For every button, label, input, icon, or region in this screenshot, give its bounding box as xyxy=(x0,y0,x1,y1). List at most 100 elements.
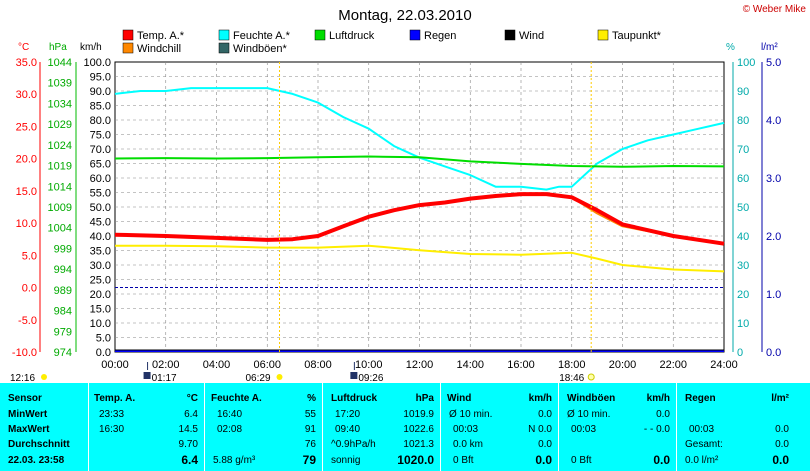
temp-tick-label: 5.0 xyxy=(22,250,37,262)
speed-tick-label: 0.0 xyxy=(96,347,111,359)
humidity-max-time: 02:08 xyxy=(217,424,243,435)
wind-min-value: 0.0 xyxy=(538,409,552,420)
pressure-tick-label: 1009 xyxy=(48,202,72,214)
axis-labels: °C hPa km/h% l/m² -10.0 -5.0 0.0 5.0 10.0 15.0 20.… xyxy=(12,42,781,371)
wind-max-value: N 0.0 xyxy=(528,424,552,435)
humidity-current-value: 79 xyxy=(302,453,316,467)
legend-swatch xyxy=(218,29,230,41)
pressure-avg-value: 1021.3 xyxy=(403,439,434,450)
speed-tick-label: 85.0 xyxy=(90,101,111,113)
wind-header: Wind xyxy=(447,393,472,404)
temp-tick-label: -10.0 xyxy=(12,347,37,359)
temp-max-time: 16:30 xyxy=(99,424,125,435)
x-tick-label: 06:00 xyxy=(253,359,281,371)
rain-total-label: Gesamt: xyxy=(685,439,723,450)
time-left-label: 12:16 xyxy=(10,373,35,382)
speed-tick-label: 65.0 xyxy=(90,159,111,171)
pressure-tick-label: 974 xyxy=(54,347,72,359)
temp-current-value: 6.4 xyxy=(181,453,198,467)
speed-axis-title: km/h xyxy=(80,42,102,53)
pressure-tick-label: 999 xyxy=(54,243,72,255)
humidity-tick-label: 30 xyxy=(737,260,749,272)
speed-tick-label: 80.0 xyxy=(90,115,111,127)
legend-swatch xyxy=(122,42,134,54)
speed-tick-label: 35.0 xyxy=(90,246,111,258)
legend-label: Windböen* xyxy=(233,43,288,55)
temp-tick-label: 35.0 xyxy=(16,57,37,69)
humidity-max-value: 91 xyxy=(304,424,316,435)
min-label: MinWert xyxy=(8,409,48,420)
gust-min-label: Ø 10 min. xyxy=(567,409,611,420)
rain-max-value: 0.0 xyxy=(775,424,789,435)
humidity-tick-label: 60 xyxy=(737,173,749,185)
legend-swatch xyxy=(122,29,134,41)
wind-max-time: 00:03 xyxy=(453,424,479,435)
sun-moon-times: 12:16 01:17 06:29 09:26 18:46 xyxy=(10,62,595,382)
legend-swatch xyxy=(409,29,421,41)
humidity-avg-value: 76 xyxy=(304,439,316,450)
sun-icon xyxy=(276,374,283,380)
speed-tick-label: 70.0 xyxy=(90,144,111,156)
moon-icon xyxy=(350,372,358,379)
humidity-axis-title: % xyxy=(726,42,735,53)
temp-tick-label: 10.0 xyxy=(16,218,37,230)
legend-label: Luftdruck xyxy=(329,30,375,42)
sunrise-time: 06:29 xyxy=(246,373,271,382)
series-feuchte-a xyxy=(114,87,725,191)
x-tick-label: 00:00 xyxy=(101,359,129,371)
speed-tick-label: 20.0 xyxy=(90,289,111,301)
x-tick-label: 08:00 xyxy=(304,359,332,371)
wind-avg-value: 0.0 xyxy=(538,439,552,450)
speed-tick-label: 90.0 xyxy=(90,86,111,98)
pressure-current-value: 1020.0 xyxy=(397,453,434,467)
humidity-column: Feuchte A. % 16:40 55 02:08 91 76 5.88 g… xyxy=(205,383,323,471)
humidity-min-value: 55 xyxy=(304,409,316,420)
humidity-tick-label: 100 xyxy=(737,57,755,69)
pressure-tick-label: 1039 xyxy=(48,78,72,90)
rain-current-amount: 0.0 l/m² xyxy=(685,455,719,466)
avg-label: Durchschnitt xyxy=(8,439,70,450)
sensor-column: Sensor MinWert MaxWert Durchschnitt 22.0… xyxy=(0,383,89,471)
rain-tick-label: 3.0 xyxy=(766,173,781,185)
pressure-tick-label: 989 xyxy=(54,285,72,297)
speed-tick-label: 50.0 xyxy=(90,202,111,214)
chart-title: Montag, 22.03.2010 xyxy=(338,7,471,24)
wind-distance: 0.0 km xyxy=(453,439,484,450)
rain-tick-label: 1.0 xyxy=(766,289,781,301)
pressure-axis-title: hPa xyxy=(49,42,67,53)
forecast-text: sonnig xyxy=(331,455,361,466)
rain-header: Regen xyxy=(685,393,716,404)
temp-max-value: 14.5 xyxy=(178,424,198,435)
series-temp-a xyxy=(114,192,725,246)
temp-header: Temp. A. xyxy=(94,393,136,404)
speed-tick-label: 95.0 xyxy=(90,72,111,84)
speed-tick-label: 25.0 xyxy=(90,275,111,287)
speed-tick-label: 15.0 xyxy=(90,304,111,316)
temp-column: Temp. A. °C 23:33 6.4 16:30 14.5 9.70 6.… xyxy=(89,383,205,471)
pressure-tick-label: 994 xyxy=(54,264,72,276)
humidity-tick-label: 50 xyxy=(737,202,749,214)
gust-max-time: 00:03 xyxy=(571,424,597,435)
absolute-humidity: 5.88 g/m³ xyxy=(213,455,256,466)
pressure-max-time: 09:40 xyxy=(335,424,361,435)
moonset-time: 01:17 xyxy=(152,373,177,382)
x-tick-label: 12:00 xyxy=(406,359,434,371)
gust-column: Windböen km/h Ø 10 min. 0.0 00:03 - - 0.… xyxy=(559,383,677,471)
rain-tick-label: 5.0 xyxy=(766,57,781,69)
speed-tick-label: 75.0 xyxy=(90,130,111,142)
moonrise-time: 09:26 xyxy=(358,373,383,382)
rain-tick-label: 0.0 xyxy=(766,347,781,359)
gust-unit: km/h xyxy=(646,393,670,404)
weather-chart: Montag, 22.03.2010 © Weber Mike Temp. A.… xyxy=(10,4,806,382)
chart-legend: Temp. A.* Feuchte A.* Luftdruck Regen Wind Ta… xyxy=(122,29,662,55)
wind-unit: km/h xyxy=(528,393,552,404)
humidity-tick-label: 20 xyxy=(737,289,749,301)
speed-tick-label: 60.0 xyxy=(90,173,111,185)
rain-unit: l/m² xyxy=(771,393,789,404)
pressure-min-time: 17:20 xyxy=(335,409,361,420)
rain-axis-title: l/m² xyxy=(761,42,778,53)
temp-tick-label: 0.0 xyxy=(22,283,37,295)
wind-column: Wind km/h Ø 10 min. 0.0 00:03 N 0.0 0.0 … xyxy=(441,383,559,471)
temp-tick-label: 20.0 xyxy=(16,154,37,166)
legend-swatch xyxy=(218,42,230,54)
